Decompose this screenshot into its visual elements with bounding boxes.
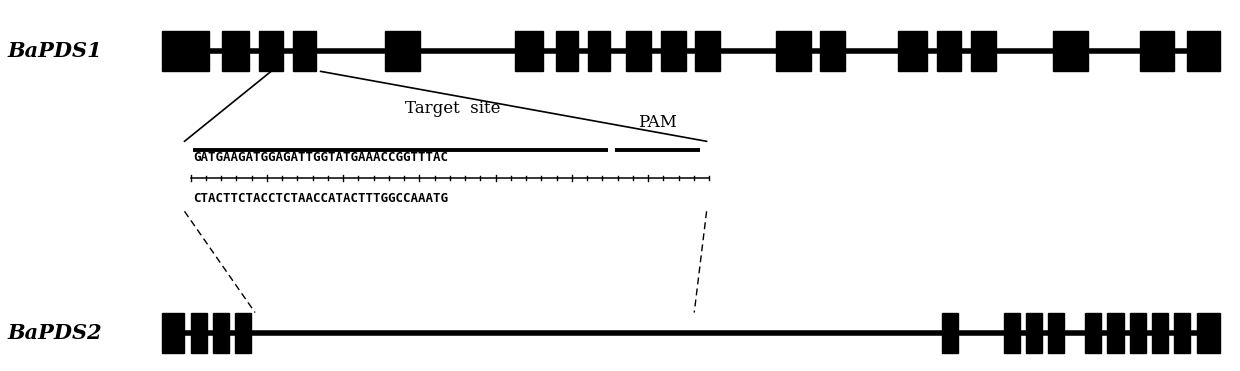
Bar <box>515 31 543 71</box>
Bar <box>222 31 249 71</box>
Text: Target  site: Target site <box>405 101 501 117</box>
Bar <box>1140 31 1174 71</box>
Bar <box>588 31 610 71</box>
Bar <box>162 31 210 71</box>
Bar <box>1085 312 1101 353</box>
Bar <box>162 312 185 353</box>
Bar <box>1003 312 1019 353</box>
Bar <box>236 312 252 353</box>
Bar <box>1187 31 1220 71</box>
Bar <box>661 31 686 71</box>
Bar <box>1053 31 1087 71</box>
Bar <box>294 31 316 71</box>
Bar <box>696 31 720 71</box>
Bar <box>191 312 207 353</box>
Bar <box>213 312 229 353</box>
Bar <box>936 31 961 71</box>
Text: GATGAAGATGGAGATTGGTATGAAACCGGTTTAC: GATGAAGATGGAGATTGGTATGAAACCGGTTTAC <box>193 151 448 164</box>
Bar <box>821 31 846 71</box>
Bar <box>1152 312 1168 353</box>
Bar <box>259 31 284 71</box>
Bar <box>556 31 578 71</box>
Bar <box>1174 312 1190 353</box>
Text: BaPDS1: BaPDS1 <box>7 41 102 61</box>
Bar <box>1130 312 1146 353</box>
Bar <box>1025 312 1042 353</box>
Text: CTACTTCTACCTCTAACCATACTTTGGCCAAATG: CTACTTCTACCTCTAACCATACTTTGGCCAAATG <box>193 192 448 205</box>
Bar <box>898 31 926 71</box>
Text: BaPDS2: BaPDS2 <box>7 323 102 343</box>
Bar <box>1107 312 1123 353</box>
Bar <box>971 31 996 71</box>
Bar <box>384 31 419 71</box>
Bar <box>626 31 651 71</box>
Bar <box>776 31 811 71</box>
Bar <box>1048 312 1064 353</box>
Bar <box>1197 312 1220 353</box>
Bar <box>941 312 957 353</box>
Text: PAM: PAM <box>637 114 677 131</box>
